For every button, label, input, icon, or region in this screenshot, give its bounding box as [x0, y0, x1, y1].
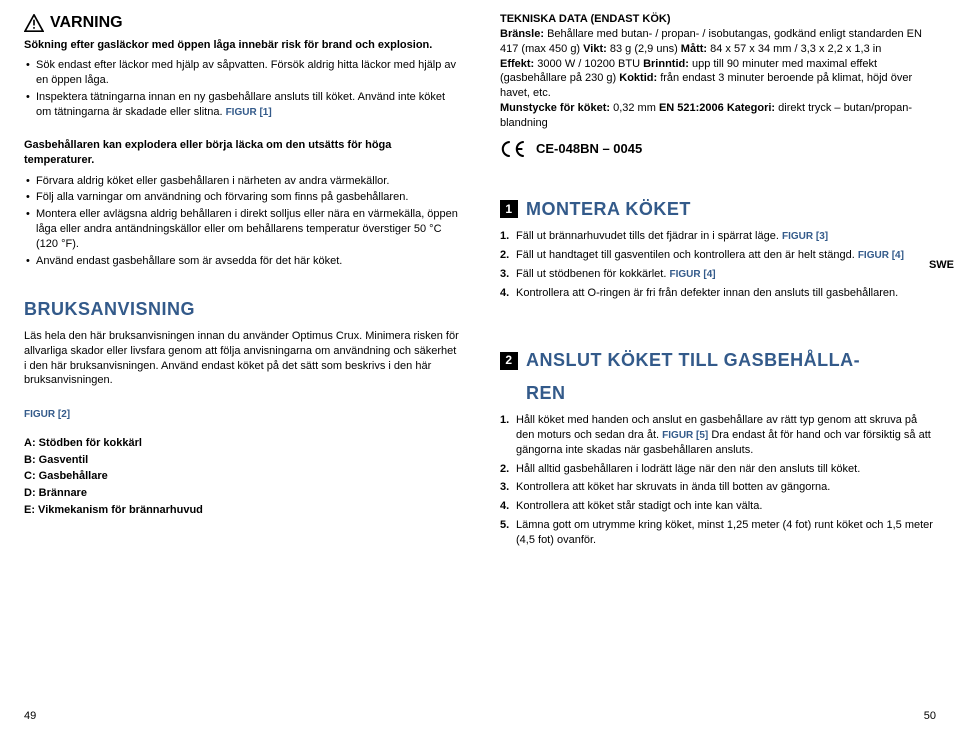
left-column: VARNING Sökning efter gasläckor med öppe…: [24, 12, 460, 552]
section-2-list: 1.Håll köket med handen och anslut en ga…: [500, 413, 936, 548]
section-1-list: 1.Fäll ut brännarhuvudet tills det fjädr…: [500, 229, 936, 300]
section-1-title: 1 MONTERA KÖKET: [500, 197, 936, 221]
tech-data: TEKNISKA DATA (ENDAST KÖK) Bränsle: Behå…: [500, 12, 936, 131]
ce-mark: CE-048BN – 0045: [500, 139, 936, 159]
warning-lead: Sökning efter gasläckor med öppen låga i…: [24, 39, 432, 51]
section-num-2: 2: [500, 352, 518, 370]
section-2-title: 2 ANSLUT KÖKET TILL GASBEHÅLLA- REN: [500, 348, 936, 405]
figure-ref: FIGUR [2]: [24, 408, 460, 422]
bullet: Montera eller avlägsna aldrig behållaren…: [24, 207, 460, 252]
warning-bullets-2: Förvara aldrig köket eller gasbehållaren…: [24, 174, 460, 269]
list-item: 4.Kontrollera att O-ringen är fri från d…: [500, 286, 936, 301]
right-column: TEKNISKA DATA (ENDAST KÖK) Bränsle: Behå…: [500, 12, 936, 552]
figure-ref: FIGUR [4]: [858, 250, 904, 261]
bullet: Följ alla varningar om användning och fö…: [24, 190, 460, 205]
part-a: A: Stödben för kokkärl: [24, 436, 460, 451]
list-item: 2.Håll alltid gasbehållaren i lodrätt lä…: [500, 462, 936, 477]
list-item: 1.Fäll ut brännarhuvudet tills det fjädr…: [500, 229, 936, 244]
part-c: C: Gasbehållare: [24, 469, 460, 484]
figure-ref: FIGUR [3]: [782, 231, 828, 242]
figure-ref: FIGUR [5]: [662, 430, 708, 441]
bullet: Använd endast gasbehållare som är avsedd…: [24, 254, 460, 269]
warning-icon: [24, 14, 44, 32]
figure-ref: FIGUR [4]: [669, 269, 715, 280]
page-number-right: 50: [924, 709, 936, 724]
part-b: B: Gasventil: [24, 453, 460, 468]
section-num-1: 1: [500, 200, 518, 218]
list-item: 4.Kontrollera att köket står stadigt och…: [500, 499, 936, 514]
list-item: 2.Fäll ut handtaget till gasventilen och…: [500, 248, 936, 263]
bruksanvisning-title: BRUKSANVISNING: [24, 297, 460, 321]
ce-text: CE-048BN – 0045: [536, 140, 642, 158]
warning-title: VARNING: [50, 12, 123, 34]
list-item: 3.Fäll ut stödbenen för kokkärlet. FIGUR…: [500, 267, 936, 282]
ce-icon: [500, 139, 528, 159]
bruksanvisning-para: Läs hela den här bruksanvisningen innan …: [24, 329, 460, 388]
warning-heading: VARNING: [24, 12, 460, 34]
language-tag: SWE: [929, 258, 954, 273]
warning-lead-2: Gasbehållaren kan explodera eller börja …: [24, 139, 391, 166]
parts-legend: A: Stödben för kokkärl B: Gasventil C: G…: [24, 436, 460, 518]
bullet: Sök endast efter läckor med hjälp av såp…: [24, 58, 460, 88]
list-item: 1.Håll köket med handen och anslut en ga…: [500, 413, 936, 458]
bullet: Inspektera tätningarna innan en ny gasbe…: [24, 90, 460, 120]
bullet: Förvara aldrig köket eller gasbehållaren…: [24, 174, 460, 189]
warning-bullets-1: Sök endast efter läckor med hjälp av såp…: [24, 58, 460, 119]
part-d: D: Brännare: [24, 486, 460, 501]
list-item: 3.Kontrollera att köket har skruvats in …: [500, 480, 936, 495]
figure-ref: FIGUR [1]: [226, 107, 272, 118]
part-e: E: Vikmekanism för brännarhuvud: [24, 503, 460, 518]
page-number-left: 49: [24, 709, 36, 724]
list-item: 5.Lämna gott om utrymme kring köket, min…: [500, 518, 936, 548]
